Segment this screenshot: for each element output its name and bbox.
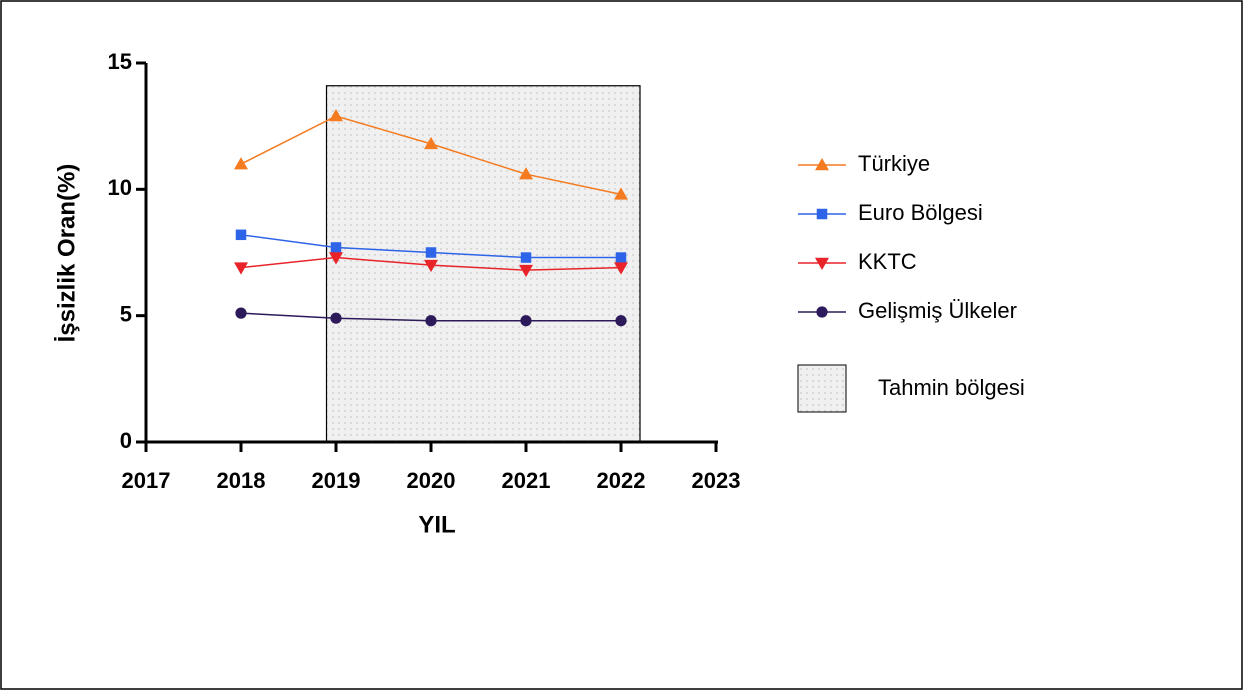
marker [614,187,628,200]
x-tick-label: 2019 [312,468,361,493]
marker [330,242,342,253]
marker [614,262,628,275]
x-tick-label: 2023 [692,468,741,493]
marker [329,109,343,122]
marker [234,262,248,275]
marker [424,136,438,150]
marker [615,315,627,327]
marker [235,229,247,241]
plot: 0 5 10 15 2017 2018 2019 2020 2021 2022 2023 Türkiy… [108,49,1025,493]
x-tick-label: 2018 [217,468,266,493]
legend-marker [816,306,828,318]
marker [520,315,532,327]
marker [235,307,247,319]
legend-label: Euro Bölgesi [858,200,983,225]
x-tick-label: 2021 [502,468,551,493]
legend-label: Tahmin bölgesi [878,375,1025,400]
legend-marker [815,257,829,270]
marker [425,247,437,258]
marker [519,264,533,278]
x-tick-label: 2017 [122,468,171,493]
marker [330,312,342,324]
y-tick-label: 10 [108,175,132,200]
y-axis-title: İşsizlik Oran(%) [53,164,80,343]
legend-label: Gelişmiş Ülkeler [858,298,1017,323]
x-tick-label: 2020 [407,468,456,493]
legend-label: KKTC [858,249,917,274]
marker [520,252,532,263]
marker [329,252,343,265]
legend-marker [815,158,829,171]
x-tick-label: 2022 [597,468,646,493]
marker [424,259,438,273]
marker [234,157,248,170]
forecast-region [325,85,641,443]
y-tick-label: 15 [108,49,132,74]
y-tick-label: 0 [120,428,132,453]
legend-marker [816,208,828,220]
legend-label: Türkiye [858,151,930,176]
y-tick-label: 5 [120,301,132,326]
x-axis-title: YIL [418,511,455,538]
marker [519,167,533,180]
marker [425,315,437,327]
marker [615,252,627,263]
legend-region-swatch [797,364,847,413]
